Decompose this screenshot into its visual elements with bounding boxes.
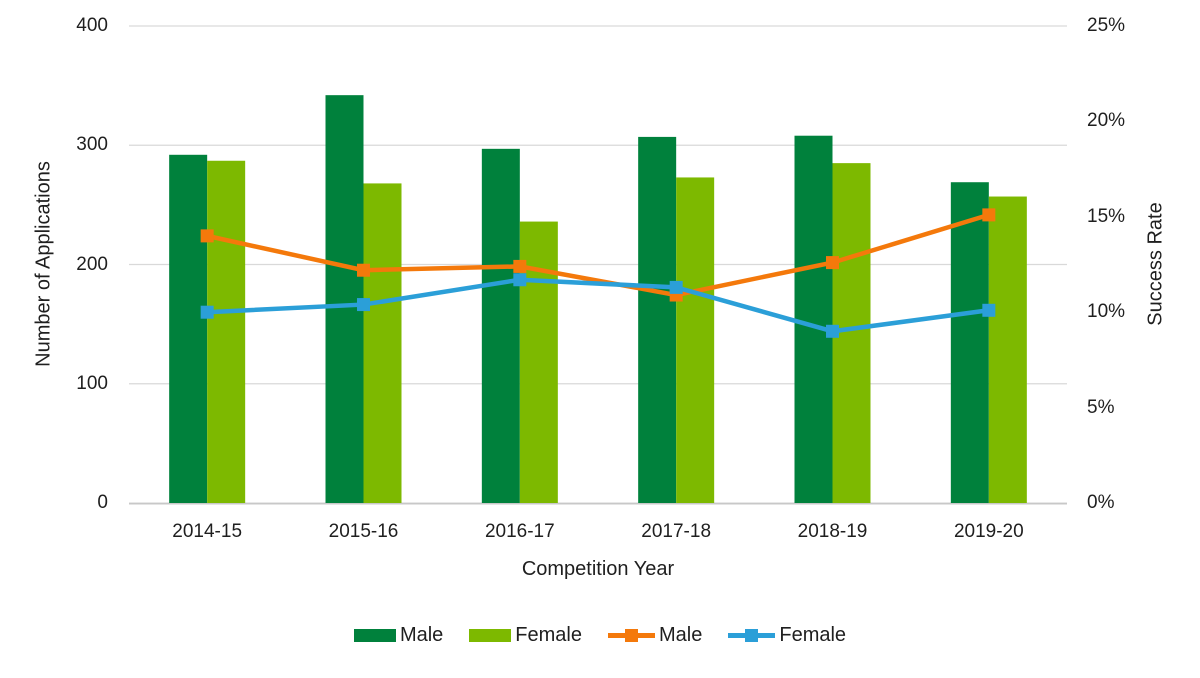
legend-item-applications-male: Male — [353, 624, 444, 647]
legend-label-applications-male: Male — [399, 624, 444, 646]
line-male — [206, 212, 990, 298]
left-axis-tick-0: 0 — [97, 492, 108, 513]
bar-male-2018-19 — [794, 135, 833, 503]
legend-item-success-male: Male — [608, 624, 702, 647]
marker-male-2014-15 — [200, 229, 214, 243]
legend-label-success-male: Male — [659, 624, 703, 646]
legend-label-success-female: Female — [779, 624, 847, 646]
left-axis-tick-400: 400 — [76, 15, 108, 36]
marker-male-2018-19 — [826, 256, 839, 270]
bar-female-2014-15 — [207, 160, 246, 503]
marker-male-2016-17 — [513, 259, 527, 273]
marker-female-2019-20 — [982, 303, 996, 317]
right-axis-tick-0%: 0% — [1087, 492, 1115, 513]
legend-item-applications-female: Female — [469, 624, 582, 647]
marker-female-2016-17 — [513, 273, 527, 287]
right-axis-tick-5%: 5% — [1087, 396, 1115, 418]
legend: Male Female Male Female — [0, 624, 1200, 647]
bar-swatch-female-icon — [469, 629, 512, 642]
right-axis-tick-20%: 20% — [1087, 110, 1126, 132]
left-axis-tick-200: 200 — [76, 253, 108, 275]
legend-item-success-female: Female — [728, 624, 846, 647]
bar-male-2016-17 — [481, 148, 520, 503]
category-label-2018-19: 2018-19 — [797, 521, 868, 542]
bar-male-2017-18 — [638, 136, 677, 503]
left-axis-tick-300: 300 — [76, 134, 108, 156]
line-swatch-male-icon — [608, 629, 655, 642]
marker-female-2015-16 — [357, 298, 370, 312]
x-axis-title: Competition Year — [521, 558, 675, 580]
marker-female-2014-15 — [200, 305, 214, 319]
bar-female-2015-16 — [363, 183, 402, 503]
bar-swatch-male-icon — [353, 629, 396, 642]
marker-female-2018-19 — [826, 324, 839, 338]
category-label-2017-18: 2017-18 — [641, 521, 712, 542]
line-female — [207, 277, 990, 334]
line-swatch-female-icon — [728, 629, 776, 642]
right-axis-tick-25%: 25% — [1087, 15, 1126, 36]
category-label-2019-20: 2019-20 — [953, 521, 1024, 542]
bar-female-2017-18 — [676, 177, 715, 503]
left-axis-tick-100: 100 — [76, 372, 108, 394]
marker-female-2017-18 — [669, 280, 683, 294]
bar-female-2019-20 — [988, 196, 1027, 503]
bar-male-2019-20 — [950, 182, 989, 503]
category-label-2015-16: 2015-16 — [328, 521, 399, 542]
bar-male-2014-15 — [169, 154, 208, 504]
category-label-2016-17: 2016-17 — [484, 521, 555, 542]
category-label-2014-15: 2014-15 — [172, 521, 243, 542]
right-axis-tick-15%: 15% — [1087, 205, 1126, 227]
legend-label-applications-female: Female — [515, 624, 582, 646]
marker-male-2019-20 — [982, 208, 996, 222]
right-axis-tick-10%: 10% — [1087, 301, 1126, 323]
marker-male-2015-16 — [357, 263, 370, 277]
